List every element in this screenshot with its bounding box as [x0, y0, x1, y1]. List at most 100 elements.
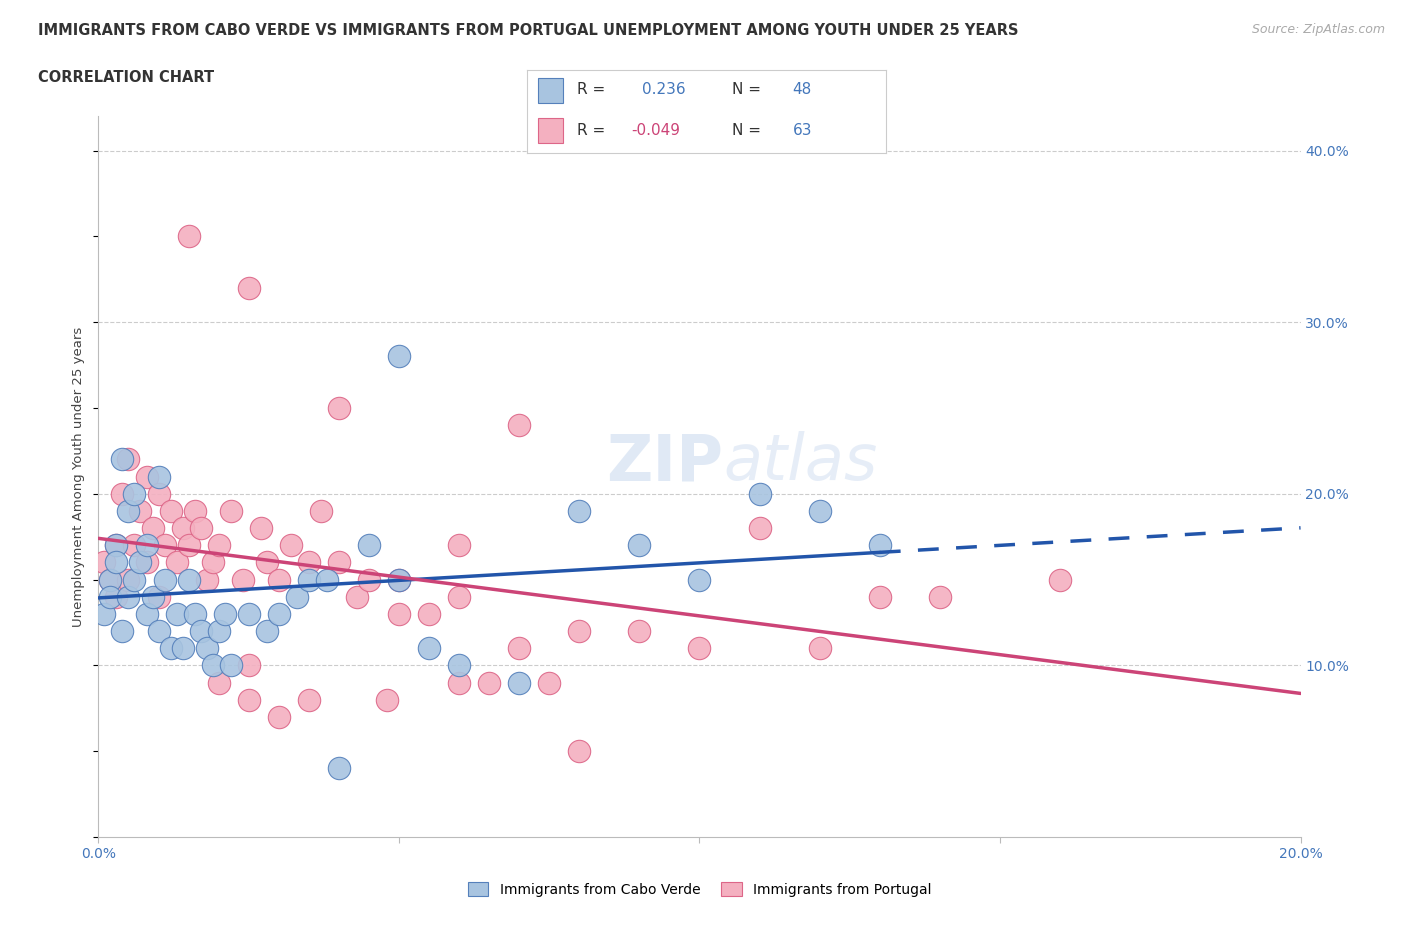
Point — [508, 641, 530, 656]
Point — [869, 538, 891, 552]
Text: CORRELATION CHART: CORRELATION CHART — [38, 70, 214, 85]
Point — [808, 641, 831, 656]
Point — [388, 606, 411, 621]
Text: IMMIGRANTS FROM CABO VERDE VS IMMIGRANTS FROM PORTUGAL UNEMPLOYMENT AMONG YOUTH : IMMIGRANTS FROM CABO VERDE VS IMMIGRANTS… — [38, 23, 1018, 38]
Point — [447, 675, 470, 690]
Point — [628, 538, 651, 552]
Point — [117, 503, 139, 518]
Point — [117, 452, 139, 467]
Point — [328, 555, 350, 570]
Point — [153, 538, 176, 552]
Point — [148, 470, 170, 485]
Text: 63: 63 — [793, 123, 813, 138]
Point — [298, 572, 321, 587]
Text: 0.236: 0.236 — [643, 83, 686, 98]
Point — [238, 606, 260, 621]
Point — [568, 503, 591, 518]
Point — [388, 572, 411, 587]
Point — [238, 658, 260, 672]
Point — [208, 538, 231, 552]
Point — [267, 606, 290, 621]
Point — [111, 624, 134, 639]
Point — [105, 538, 128, 552]
Text: 48: 48 — [793, 83, 811, 98]
Point — [232, 572, 254, 587]
Point — [388, 572, 411, 587]
Point — [249, 521, 271, 536]
Point — [166, 555, 188, 570]
Point — [141, 590, 163, 604]
Point — [195, 572, 218, 587]
Point — [418, 606, 440, 621]
Point — [93, 606, 115, 621]
Point — [135, 470, 157, 485]
Point — [172, 641, 194, 656]
Text: R =: R = — [578, 83, 606, 98]
Point — [1049, 572, 1071, 587]
FancyBboxPatch shape — [538, 78, 562, 103]
Point — [148, 624, 170, 639]
Point — [183, 503, 205, 518]
Text: N =: N = — [731, 123, 761, 138]
Point — [219, 503, 242, 518]
Point — [159, 641, 181, 656]
Point — [201, 658, 224, 672]
Point — [177, 229, 200, 244]
Point — [748, 521, 770, 536]
Legend: Immigrants from Cabo Verde, Immigrants from Portugal: Immigrants from Cabo Verde, Immigrants f… — [463, 876, 936, 902]
Point — [328, 761, 350, 776]
Point — [129, 555, 152, 570]
Point — [447, 538, 470, 552]
Point — [141, 521, 163, 536]
Point — [298, 555, 321, 570]
Point — [153, 572, 176, 587]
Text: ZIP: ZIP — [606, 432, 724, 493]
Point — [285, 590, 308, 604]
Point — [568, 624, 591, 639]
Point — [124, 486, 146, 501]
Text: Source: ZipAtlas.com: Source: ZipAtlas.com — [1251, 23, 1385, 36]
Point — [208, 624, 231, 639]
Point — [100, 590, 122, 604]
Point — [111, 486, 134, 501]
Point — [93, 555, 115, 570]
Point — [808, 503, 831, 518]
Point — [315, 572, 337, 587]
Point — [508, 675, 530, 690]
Point — [190, 624, 212, 639]
Point — [346, 590, 368, 604]
Point — [267, 572, 290, 587]
Point — [238, 281, 260, 296]
Point — [869, 590, 891, 604]
Point — [689, 641, 711, 656]
Point — [190, 521, 212, 536]
Point — [219, 658, 242, 672]
Point — [214, 606, 236, 621]
Point — [357, 572, 380, 587]
Point — [105, 590, 128, 604]
Y-axis label: Unemployment Among Youth under 25 years: Unemployment Among Youth under 25 years — [72, 326, 86, 627]
Text: R =: R = — [578, 123, 606, 138]
Point — [208, 675, 231, 690]
Point — [177, 572, 200, 587]
Point — [375, 692, 398, 707]
Text: N =: N = — [731, 83, 761, 98]
Point — [478, 675, 501, 690]
Point — [280, 538, 302, 552]
Point — [117, 590, 139, 604]
Point — [105, 555, 128, 570]
Point — [256, 624, 278, 639]
Point — [148, 486, 170, 501]
Point — [129, 503, 152, 518]
Point — [135, 538, 157, 552]
Point — [447, 590, 470, 604]
Point — [309, 503, 332, 518]
Point — [447, 658, 470, 672]
Point — [166, 606, 188, 621]
Point — [195, 641, 218, 656]
Point — [100, 572, 122, 587]
Point — [124, 572, 146, 587]
Point — [183, 606, 205, 621]
Point — [328, 401, 350, 416]
Point — [628, 624, 651, 639]
